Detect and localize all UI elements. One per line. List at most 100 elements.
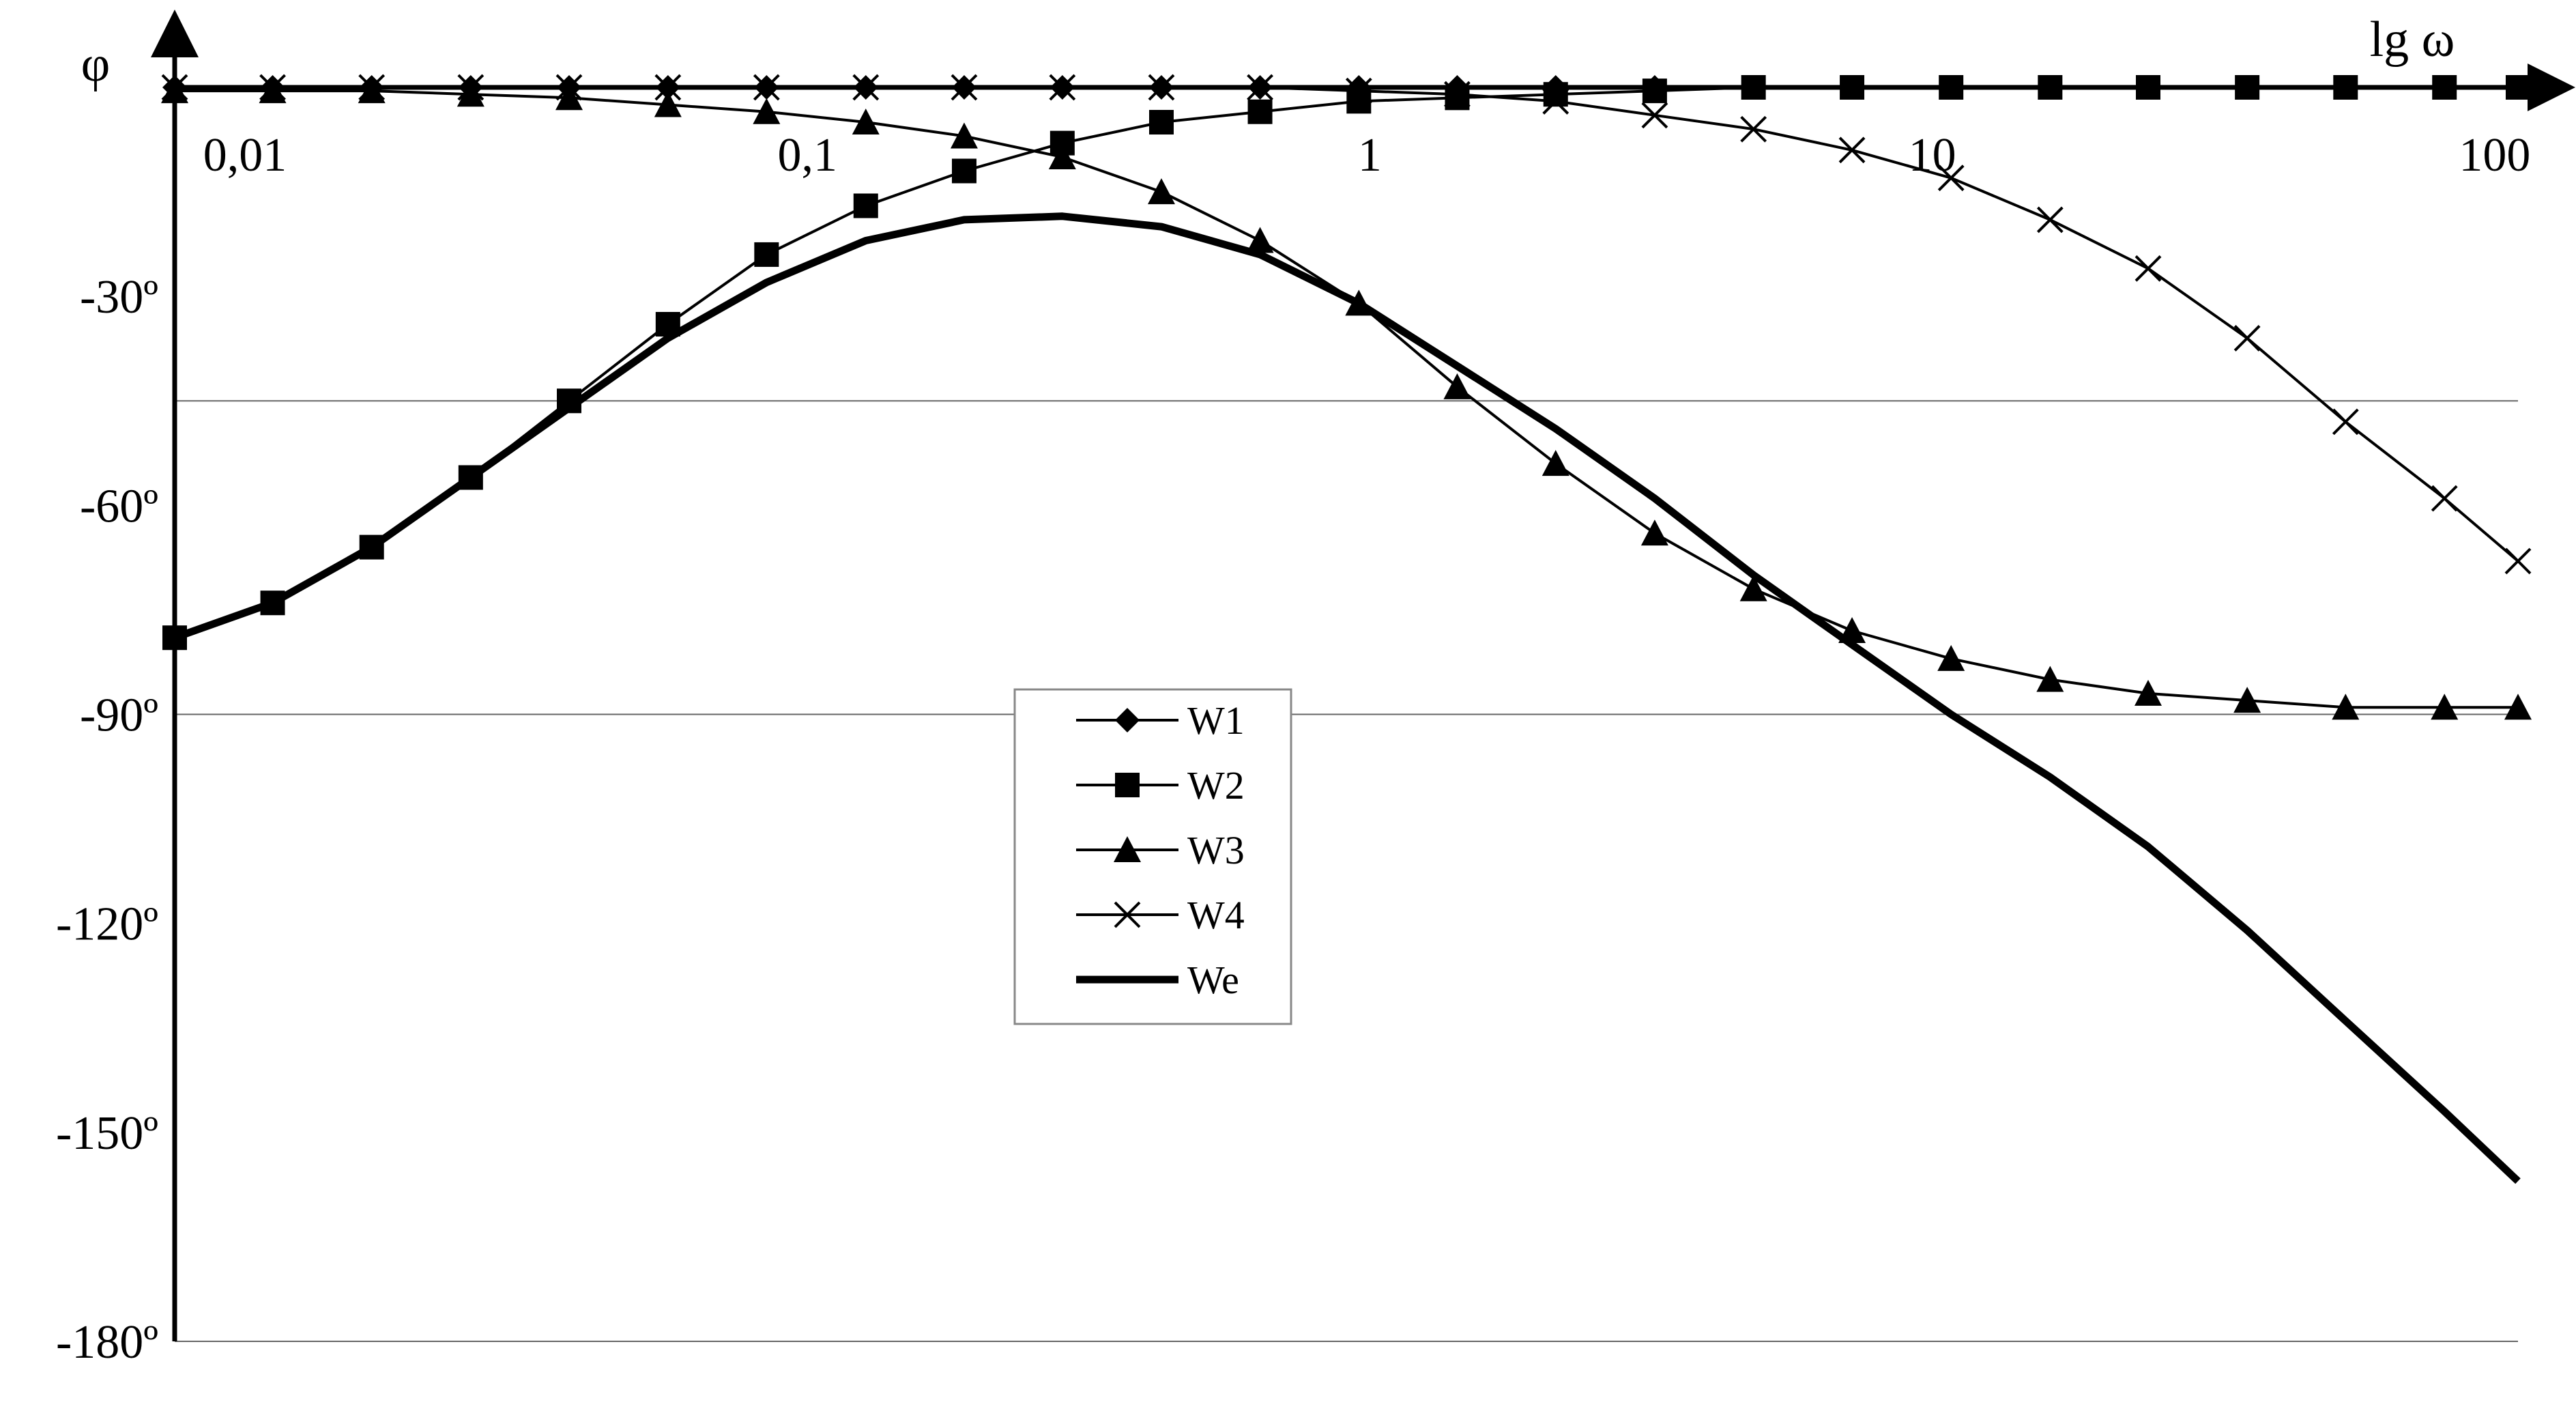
point-w4-0-stroke-b	[161, 74, 188, 101]
point-w3-0	[161, 77, 188, 104]
series-group	[161, 74, 2532, 1184]
legend-label-w3: W3	[1187, 828, 1245, 872]
y-axis-title: φ	[81, 36, 111, 92]
y-tick-label-0: -30º	[80, 271, 158, 324]
y-tick-label-3: -120º	[56, 898, 158, 951]
point-w4-22-stroke-b	[2332, 408, 2359, 436]
point-w3-10	[1147, 178, 1175, 205]
point-w3-8	[950, 122, 978, 149]
series-w3	[161, 77, 2532, 720]
point-w3-4	[555, 84, 583, 111]
point-w2-7	[853, 193, 878, 218]
series-line-w4	[175, 86, 2519, 562]
tick-labels: 0,01 0,1 1 10 100-30º-60º-90º-120º-150º-180º	[56, 129, 2530, 1369]
point-w3-1	[259, 77, 287, 104]
y-tick-label-1: -60º	[80, 480, 158, 532]
point-w4-2	[358, 74, 386, 101]
point-w3-9	[1048, 143, 1076, 170]
point-w2-10	[1148, 110, 1174, 135]
point-w2-22	[2333, 75, 2358, 100]
point-w2-12	[1346, 89, 1372, 114]
legend-label-w4: W4	[1187, 893, 1245, 937]
point-w3-2	[358, 77, 386, 104]
x-tick-label-1: 0,1	[777, 129, 837, 182]
x-tick-label-0: 0,01	[203, 129, 287, 182]
point-w4-2-stroke-b	[358, 74, 386, 101]
point-w2-24	[2506, 75, 2530, 100]
point-w4-3-stroke-b	[457, 74, 484, 101]
x-tick-label-2: 1	[1358, 129, 1382, 182]
x-tick-label-4: 100	[2459, 129, 2530, 182]
y-tick-label-2: -90º	[80, 689, 158, 742]
point-w4-7	[852, 74, 880, 101]
point-w3-11	[1246, 227, 1274, 253]
point-w4-16-stroke-b	[1740, 115, 1767, 143]
legend-item-we: We	[1076, 958, 1239, 1002]
legend-marker-w1	[1115, 708, 1140, 732]
point-w4-11-stroke-b	[1247, 74, 1273, 101]
point-w4-18	[1937, 165, 1965, 192]
point-w3-19	[2036, 666, 2064, 692]
point-w4-18-stroke-b	[1937, 165, 1965, 192]
legend-marker-w4-stroke-b	[1114, 901, 1141, 928]
legend-box	[1013, 688, 1292, 1025]
point-w3-24	[2504, 694, 2532, 720]
point-w4-15	[1641, 102, 1668, 129]
point-w3-3	[457, 81, 484, 107]
point-w3-22	[2332, 694, 2360, 720]
point-w4-8-stroke-b	[951, 74, 978, 101]
point-w3-21	[2233, 687, 2261, 713]
point-w4-23	[2431, 485, 2458, 512]
point-w4-6-stroke-b	[753, 74, 780, 101]
point-w2-15	[1642, 79, 1667, 104]
point-w3-15	[1640, 519, 1668, 546]
point-w4-12-stroke-b	[1345, 77, 1372, 104]
legend-marker-w3	[1114, 836, 1141, 862]
point-w4-20-stroke-b	[2134, 255, 2162, 282]
y-tick-label-4: -150º	[56, 1107, 158, 1160]
legend-label-we: We	[1187, 958, 1239, 1002]
point-w4-13	[1444, 81, 1471, 108]
point-w4-21-stroke-b	[2233, 324, 2261, 352]
point-w4-8	[951, 74, 978, 101]
legend-item-w1: W1	[1076, 698, 1245, 743]
legend-item-w4: W4	[1076, 893, 1245, 937]
point-w4-24-stroke-b	[2504, 547, 2532, 575]
axes: φ lg ω	[81, 10, 2575, 1341]
point-w2-17	[1840, 75, 1865, 100]
point-w4-5-stroke-b	[654, 74, 682, 101]
point-w4-5	[654, 74, 682, 101]
point-w4-17-stroke-b	[1838, 137, 1866, 164]
point-w4-14	[1542, 87, 1569, 115]
point-w3-5	[654, 91, 682, 117]
point-w4-15-stroke-b	[1641, 102, 1668, 129]
legend-label-w1: W1	[1187, 698, 1245, 743]
point-w3-6	[753, 98, 781, 124]
point-w3-20	[2134, 679, 2162, 706]
point-w2-16	[1741, 75, 1766, 100]
legend: W1 W2 W3 W4 We	[1013, 688, 1292, 1025]
point-w2-13	[1445, 85, 1470, 111]
point-w4-12	[1345, 77, 1372, 104]
point-w4-9	[1049, 74, 1076, 101]
point-w2-18	[1939, 75, 1964, 100]
point-w4-10-stroke-b	[1148, 74, 1175, 101]
point-w4-19-stroke-b	[2036, 206, 2064, 233]
point-w4-3	[457, 74, 484, 101]
point-w3-18	[1937, 644, 1965, 671]
point-w4-9-stroke-b	[1049, 74, 1076, 101]
point-w4-4-stroke-b	[555, 74, 583, 101]
point-w3-7	[852, 109, 880, 135]
point-w4-17	[1838, 137, 1866, 164]
point-w4-4	[555, 74, 583, 101]
point-w4-7-stroke-b	[852, 74, 880, 101]
legend-item-w3: W3	[1076, 828, 1245, 872]
point-w3-13	[1443, 373, 1471, 399]
point-w4-14-stroke-b	[1542, 87, 1569, 115]
series-line-we	[173, 212, 2521, 1184]
point-w4-0	[161, 74, 188, 101]
legend-item-w2: W2	[1076, 763, 1245, 808]
point-w4-1-stroke-b	[259, 74, 286, 101]
point-w2-8	[951, 158, 976, 184]
